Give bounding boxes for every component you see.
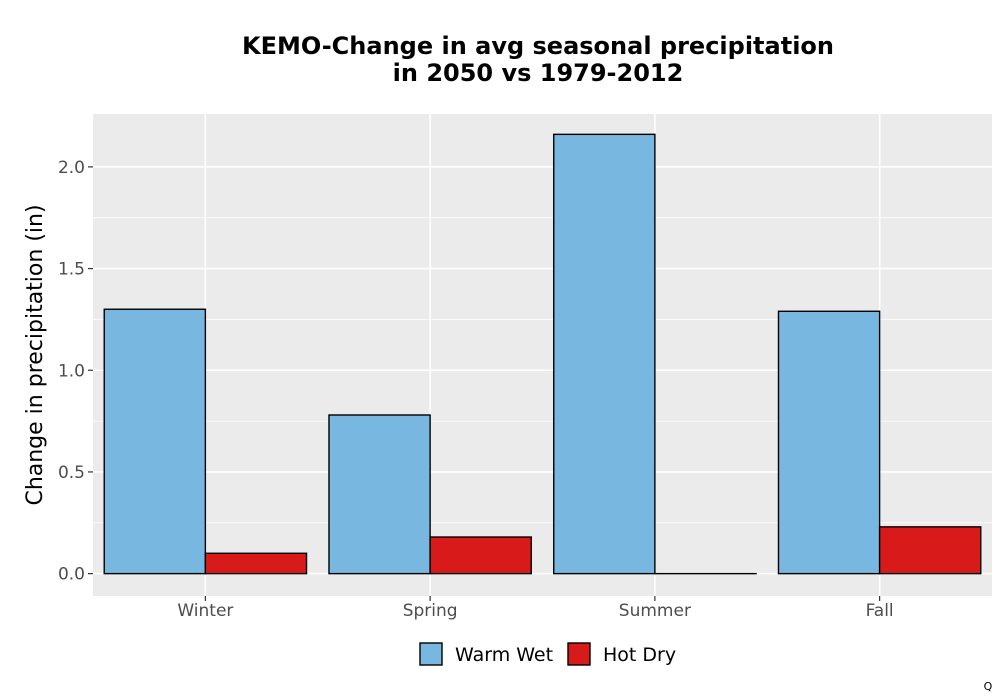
x-tick-label: Winter <box>177 601 233 621</box>
legend-swatch-warm-wet <box>419 642 443 666</box>
legend-swatch-hot-dry <box>567 642 591 666</box>
y-tick-label: 1.0 <box>58 361 85 381</box>
y-tick-label: 0.0 <box>58 565 85 585</box>
y-axis-label: Change in precipitation (in) <box>23 204 48 505</box>
bar-warm-wet-summer <box>553 133 656 575</box>
legend-label-hot-dry: Hot Dry <box>603 644 676 666</box>
x-tick-label: Spring <box>403 601 458 621</box>
bar-warm-wet-fall <box>777 310 881 575</box>
corner-mark: Q <box>984 680 993 693</box>
y-tick-label: 0.5 <box>58 463 85 483</box>
legend-label-warm-wet: Warm Wet <box>455 644 553 666</box>
y-axis-ticks: 0.0 0.5 1.0 1.5 2.0 <box>58 158 93 585</box>
y-tick-label: 2.0 <box>58 158 85 178</box>
legend: Warm Wet Hot Dry <box>419 642 676 666</box>
bar-hot-dry-spring <box>429 536 532 575</box>
x-axis-ticks: Winter Spring Summer Fall <box>177 596 894 621</box>
bars <box>103 133 982 575</box>
x-tick-label: Summer <box>619 601 691 621</box>
bar-hot-dry-winter <box>204 552 308 575</box>
x-tick-label: Fall <box>866 601 894 621</box>
bar-warm-wet-spring <box>328 414 431 575</box>
bar-warm-wet-winter <box>103 308 207 575</box>
y-tick-label: 1.5 <box>58 260 85 280</box>
chart-title-line-2: in 2050 vs 1979-2012 <box>393 59 684 87</box>
bar-hot-dry-fall <box>878 526 982 575</box>
chart-title-line-1: KEMO-Change in avg seasonal precipitatio… <box>242 32 834 60</box>
